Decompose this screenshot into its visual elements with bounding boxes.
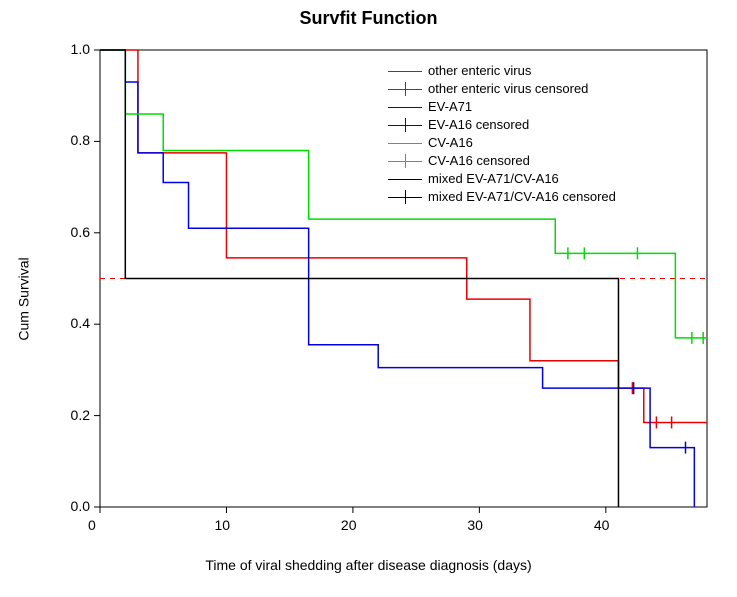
legend-label: EV-A71 — [428, 98, 472, 116]
x-tick-label: 40 — [594, 517, 610, 533]
legend-label: mixed EV-A71/CV-A16 censored — [428, 188, 616, 206]
legend-symbol — [388, 134, 422, 152]
legend-item: CV-A16 — [388, 134, 616, 152]
legend-symbol — [388, 80, 422, 98]
x-tick-label: 10 — [214, 517, 230, 533]
legend-item: EV-A16 censored — [388, 116, 616, 134]
y-tick-label: 0.8 — [71, 132, 90, 148]
y-tick-label: 0.4 — [71, 315, 90, 331]
x-tick-label: 20 — [341, 517, 357, 533]
legend-symbol — [388, 170, 422, 188]
legend-symbol — [388, 152, 422, 170]
legend-item: CV-A16 censored — [388, 152, 616, 170]
legend-symbol — [388, 62, 422, 80]
legend-item: EV-A71 — [388, 98, 616, 116]
legend-label: EV-A16 censored — [428, 116, 529, 134]
legend-symbol — [388, 188, 422, 206]
legend-item: mixed EV-A71/CV-A16 — [388, 170, 616, 188]
y-tick-label: 0.2 — [71, 407, 90, 423]
chart-container: Survfit Function Cum Survival Time of vi… — [0, 0, 737, 597]
legend-label: CV-A16 censored — [428, 152, 530, 170]
legend-label: other enteric virus — [428, 62, 531, 80]
legend-item: other enteric virus censored — [388, 80, 616, 98]
legend-symbol — [388, 98, 422, 116]
x-tick-label: 30 — [467, 517, 483, 533]
plot-area — [0, 0, 737, 597]
legend-label: mixed EV-A71/CV-A16 — [428, 170, 559, 188]
legend-symbol — [388, 116, 422, 134]
legend-label: CV-A16 — [428, 134, 473, 152]
legend-label: other enteric virus censored — [428, 80, 588, 98]
y-tick-label: 0.0 — [71, 498, 90, 514]
x-tick-label: 0 — [88, 517, 96, 533]
y-tick-label: 0.6 — [71, 224, 90, 240]
legend: other enteric virusother enteric virus c… — [388, 62, 616, 206]
y-tick-label: 1.0 — [71, 41, 90, 57]
legend-item: mixed EV-A71/CV-A16 censored — [388, 188, 616, 206]
legend-item: other enteric virus — [388, 62, 616, 80]
